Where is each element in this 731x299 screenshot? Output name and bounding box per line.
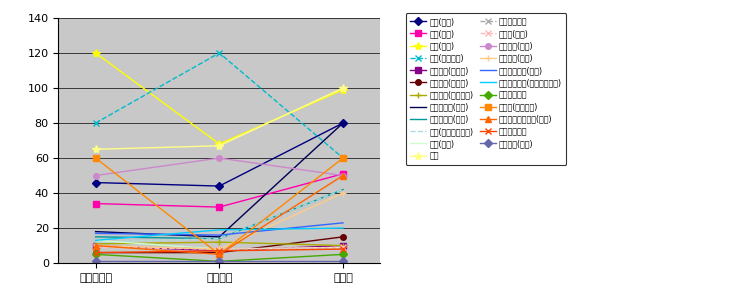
Legend: 柔道(男子), 柔道(女子), 水泳(競泳), 水泳(シンクロ), 陸上競技(短距離), 陸上競技(投てき), 陸上競技(マラソン), レスリング(男子), レ: 柔道(男子), 柔道(女子), 水泳(競泳), 水泳(シンクロ), 陸上競技(短… [406,13,567,164]
